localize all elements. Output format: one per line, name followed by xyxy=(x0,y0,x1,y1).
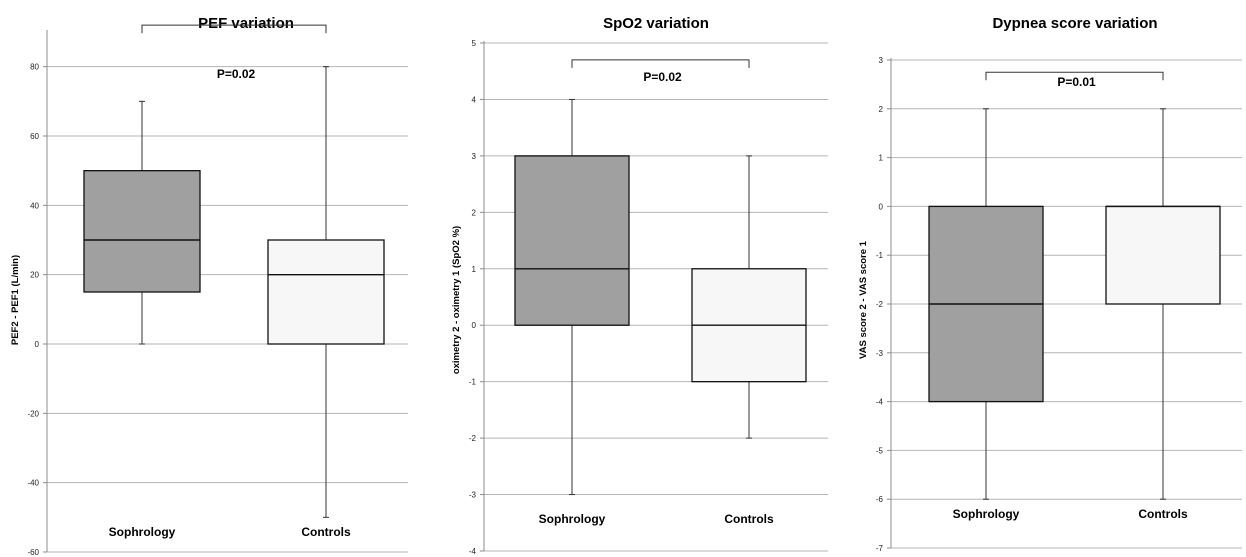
p-value-label: P=0.01 xyxy=(1057,75,1096,89)
y-tick-label: -20 xyxy=(27,409,39,418)
y-tick-label: -40 xyxy=(27,479,39,488)
y-tick-label: 5 xyxy=(472,39,477,48)
y-tick-label: 0 xyxy=(879,202,884,211)
y-tick-label: 60 xyxy=(30,132,39,141)
category-label-controls: Controls xyxy=(1138,507,1188,521)
y-tick-label: -7 xyxy=(876,544,884,553)
box-controls xyxy=(1105,205,1221,305)
y-tick-label: 0 xyxy=(35,340,40,349)
y-tick-label: -3 xyxy=(469,491,477,500)
box-controls xyxy=(267,239,385,345)
significance-bracket xyxy=(571,59,750,68)
y-tick-label: 2 xyxy=(879,105,884,114)
y-axis-label: oximetry 2 - oximetry 1 (SpO2 %) xyxy=(451,226,462,374)
chart-svg: -7 -6 -5 -4 -3 -2 -1 0 1 2 3 Dypnea score variation… xyxy=(858,15,1242,553)
category-label-sophrology: Sophrology xyxy=(953,507,1020,521)
chart-spo2-variation: -4 -3 -2 -1 0 1 2 3 4 5 SpO2 variation oximetry 2 -… xyxy=(415,0,830,557)
y-tick-label: -5 xyxy=(876,446,884,455)
category-label-sophrology: Sophrology xyxy=(539,512,606,526)
significance-bracket xyxy=(985,71,1164,81)
y-tick-label: 0 xyxy=(472,321,477,330)
y-tick-label: -60 xyxy=(27,548,39,557)
category-label-controls: Controls xyxy=(724,512,774,526)
y-tick-label: -3 xyxy=(876,349,884,358)
y-tick-label: -1 xyxy=(876,251,884,260)
y-tick-label: -1 xyxy=(469,378,477,387)
chart-svg: -4 -3 -2 -1 0 1 2 3 4 5 SpO2 variation oximetry 2 -… xyxy=(451,15,828,556)
y-tick-label: 40 xyxy=(30,201,39,210)
p-value-label: P=0.02 xyxy=(217,67,256,81)
y-tick-label: -2 xyxy=(876,300,884,309)
y-axis-label: VAS score 2 - VAS score 1 xyxy=(858,240,869,359)
y-tick-label: 1 xyxy=(879,154,884,163)
y-tick-label: -6 xyxy=(876,495,884,504)
y-tick-label: 2 xyxy=(472,208,477,217)
box-sophrology xyxy=(514,155,630,326)
category-label-sophrology: Sophrology xyxy=(109,525,176,539)
chart-pef-variation: -60 -40 -20 0 20 40 60 80 PEF variation PEF2 - PE… xyxy=(0,0,415,557)
y-tick-label: -4 xyxy=(876,398,884,407)
chart-title: PEF variation xyxy=(198,15,294,32)
y-tick-label: 80 xyxy=(30,63,39,72)
chart-svg: -60 -40 -20 0 20 40 60 80 PEF variation PEF2 - PE… xyxy=(10,15,408,557)
significance-bracket xyxy=(141,24,327,34)
y-tick-label: 3 xyxy=(879,56,884,65)
y-tick-label: 4 xyxy=(472,95,477,104)
chart-title: SpO2 variation xyxy=(603,15,709,32)
y-tick-label: 20 xyxy=(30,271,39,280)
y-tick-label: -4 xyxy=(469,547,477,556)
p-value-label: P=0.02 xyxy=(643,70,682,84)
category-label-controls: Controls xyxy=(301,525,351,539)
y-tick-label: 3 xyxy=(472,152,477,161)
box-sophrology xyxy=(83,170,201,293)
chart-title: Dypnea score variation xyxy=(992,15,1157,32)
chart-dyspnea-score-variation: -7 -6 -5 -4 -3 -2 -1 0 1 2 3 Dypnea score variation… xyxy=(830,0,1246,557)
y-tick-label: -2 xyxy=(469,434,477,443)
y-axis-label: PEF2 - PEF1 (L/min) xyxy=(10,255,21,345)
y-tick-label: 1 xyxy=(472,265,477,274)
